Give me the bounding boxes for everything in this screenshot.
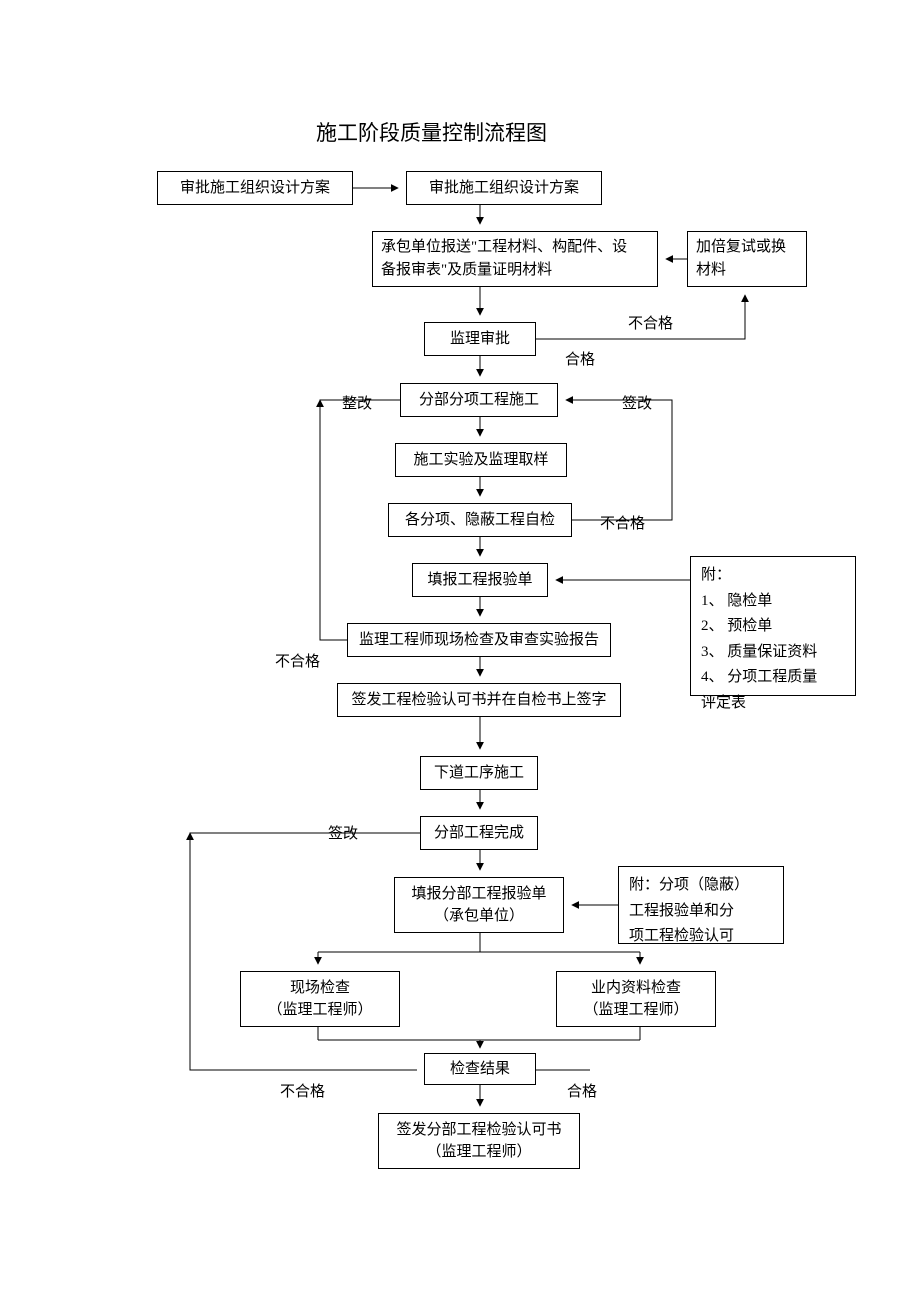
note-a-line3: 3、 质量保证资料 xyxy=(701,640,845,666)
node-n8: 各分项、隐蔽工程自检 xyxy=(388,503,572,537)
node-n11: 签发工程检验认可书并在自检书上签字 xyxy=(337,683,621,717)
edge-label-pass1: 合格 xyxy=(565,348,595,369)
node-n15: 现场检查 （监理工程师） xyxy=(240,971,400,1027)
node-n17: 检查结果 xyxy=(424,1053,536,1085)
edge-label-fail3: 不合格 xyxy=(275,650,320,671)
node-n18: 签发分部工程检验认可书 （监理工程师） xyxy=(378,1113,580,1169)
node-n15-line1: 现场检查 xyxy=(290,977,350,1000)
edge-label-fail2: 不合格 xyxy=(600,512,645,533)
edge-label-rect1: 整改 xyxy=(342,392,372,413)
node-n3-line2: 备报审表"及质量证明材料 xyxy=(381,259,552,282)
note-a-line0: 附： xyxy=(701,563,845,589)
node-n10: 监理工程师现场检查及审查实验报告 xyxy=(347,623,611,657)
node-n14: 填报分部工程报验单 （承包单位） xyxy=(394,877,564,933)
node-n4: 加倍复试或换 材料 xyxy=(687,231,807,287)
note-a-line2: 2、 预检单 xyxy=(701,614,845,640)
edge-label-fail1: 不合格 xyxy=(628,312,673,333)
node-n3-line1: 承包单位报送"工程材料、构配件、设 xyxy=(381,236,627,259)
node-n1: 审批施工组织设计方案 xyxy=(157,171,353,205)
node-n13: 分部工程完成 xyxy=(420,816,538,850)
node-n14-line2: （承包单位） xyxy=(434,905,524,928)
note-a-line1: 1、 隐检单 xyxy=(701,589,845,615)
flowchart-canvas: 施工阶段质量控制流程图 审批施工组织设计方案 审批施工组织设计方案 承包单位报送… xyxy=(0,0,920,1302)
note-b-line1: 工程报验单和分 xyxy=(629,899,773,925)
note-a-line4: 4、 分项工程质量 xyxy=(701,665,845,691)
diagram-title: 施工阶段质量控制流程图 xyxy=(316,117,547,147)
node-n16: 业内资料检查 （监理工程师） xyxy=(556,971,716,1027)
edge-label-sign2: 签改 xyxy=(328,822,358,843)
node-n15-line2: （监理工程师） xyxy=(267,999,372,1022)
node-n5: 监理审批 xyxy=(424,322,536,356)
node-n16-line1: 业内资料检查 xyxy=(591,977,681,1000)
edge-label-sign1: 签改 xyxy=(622,392,652,413)
node-n18-line2: （监理工程师） xyxy=(426,1141,531,1164)
note-a-line5: 评定表 xyxy=(701,691,845,717)
node-n6: 分部分项工程施工 xyxy=(400,383,558,417)
edge-label-pass2: 合格 xyxy=(567,1080,597,1101)
node-n18-line1: 签发分部工程检验认可书 xyxy=(396,1119,561,1142)
node-n7: 施工实验及监理取样 xyxy=(395,443,567,477)
note-a: 附： 1、 隐检单 2、 预检单 3、 质量保证资料 4、 分项工程质量 评定表 xyxy=(690,556,856,696)
note-b: 附：分项（隐蔽） 工程报验单和分 项工程检验认可 xyxy=(618,866,784,944)
node-n16-line2: （监理工程师） xyxy=(583,999,688,1022)
edge-label-fail4: 不合格 xyxy=(280,1080,325,1101)
node-n14-line1: 填报分部工程报验单 xyxy=(411,883,546,906)
node-n4-line2: 材料 xyxy=(696,259,726,282)
node-n2: 审批施工组织设计方案 xyxy=(406,171,602,205)
note-b-line2: 项工程检验认可 xyxy=(629,924,773,950)
node-n4-line1: 加倍复试或换 xyxy=(696,236,786,259)
node-n12: 下道工序施工 xyxy=(420,756,538,790)
node-n3: 承包单位报送"工程材料、构配件、设 备报审表"及质量证明材料 xyxy=(372,231,658,287)
note-b-line0: 附：分项（隐蔽） xyxy=(629,873,773,899)
node-n9: 填报工程报验单 xyxy=(412,563,548,597)
